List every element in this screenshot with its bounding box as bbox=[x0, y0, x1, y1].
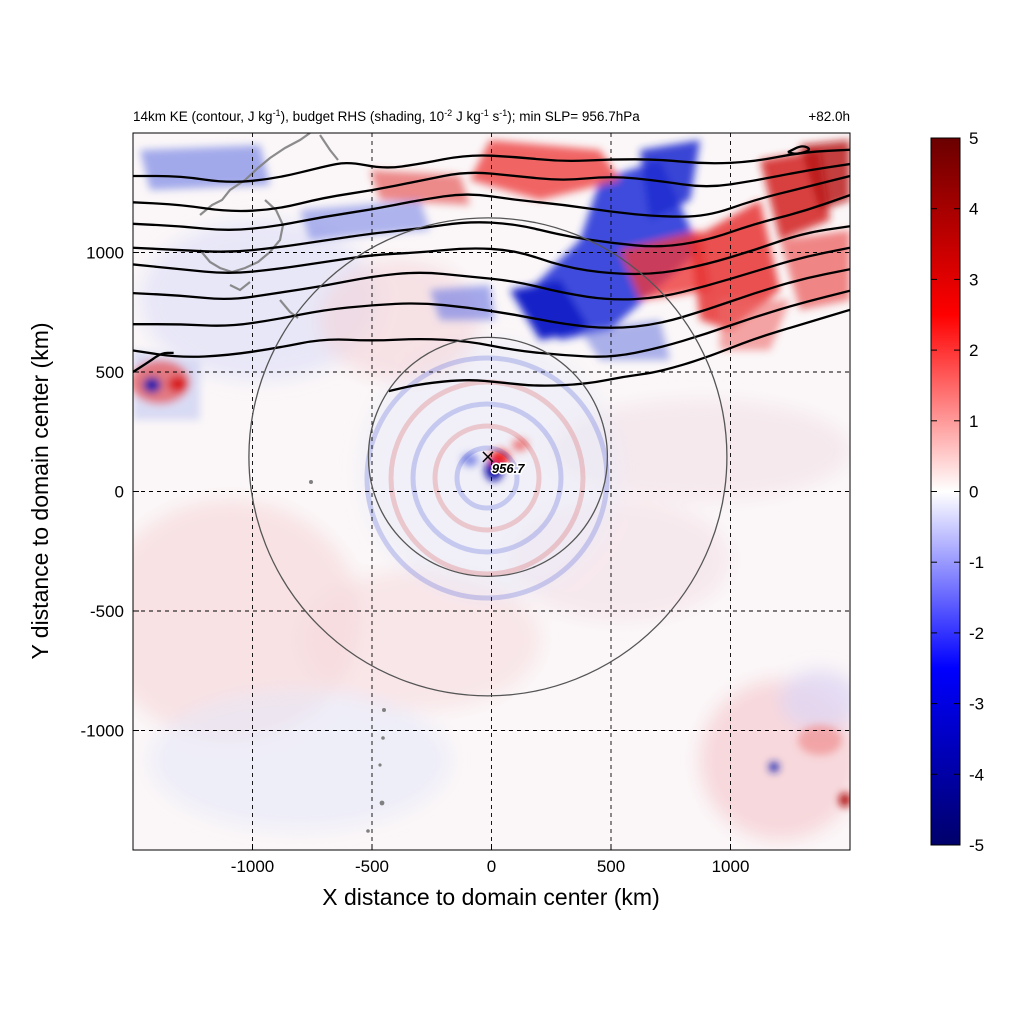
center-marker: 956.7 bbox=[482, 451, 527, 477]
min-slp-label: 956.7 bbox=[492, 461, 525, 476]
title-superscript: -1 bbox=[499, 108, 508, 118]
y-tick-label: -500 bbox=[90, 602, 124, 621]
ke-contour-line bbox=[787, 145, 811, 155]
x-tick-label: 1000 bbox=[712, 857, 750, 876]
title-superscript: -1 bbox=[480, 108, 489, 118]
ke-contours bbox=[133, 145, 850, 393]
title-part: ); min SLP= 956.7hPa bbox=[507, 109, 640, 124]
marker-cross-stroke bbox=[482, 451, 494, 463]
y-tick-label: 500 bbox=[96, 363, 124, 382]
ke-contour-line bbox=[133, 225, 850, 276]
x-tick-label: 0 bbox=[487, 857, 496, 876]
y-tick-label: 1000 bbox=[86, 244, 124, 263]
title-superscript: -2 bbox=[444, 108, 453, 118]
ke-contour-line bbox=[133, 148, 850, 183]
ke-contour-line bbox=[133, 268, 850, 329]
ke-contour-line bbox=[133, 246, 850, 301]
colorbar-tick-label: -5 bbox=[969, 836, 984, 855]
chart-title: 14km KE (contour, J kg-1), budget RHS (s… bbox=[133, 108, 640, 125]
ke-contour-line bbox=[133, 174, 850, 231]
title-part: J kg bbox=[452, 109, 481, 124]
title-part: 14km KE (contour, J kg bbox=[133, 109, 273, 124]
colorbar-tick-label: -2 bbox=[969, 624, 984, 643]
x-tick-label: 500 bbox=[597, 857, 625, 876]
y-axis-ticks: -1000 -500 0 500 1000 bbox=[81, 244, 139, 741]
ke-contour-line bbox=[388, 308, 850, 393]
colorbar-tick-label: -4 bbox=[969, 765, 984, 784]
colorbar: 5 4 3 2 1 0 -1 -2 -3 -4 -5 bbox=[930, 129, 984, 855]
radius-circles bbox=[248, 217, 728, 697]
colorbar-tick-label: 4 bbox=[969, 200, 978, 219]
ke-contour-line bbox=[133, 351, 174, 373]
y-tick-label: 0 bbox=[115, 483, 124, 502]
colorbar-tick-label: 0 bbox=[969, 483, 978, 502]
colorbar-ticks: 5 4 3 2 1 0 -1 -2 -3 -4 -5 bbox=[931, 129, 984, 855]
title-part: ), budget RHS (shading, 10 bbox=[280, 109, 445, 124]
title-part: s bbox=[488, 109, 500, 124]
colorbar-tick-label: 3 bbox=[969, 270, 978, 289]
y-axis-title: Y distance to domain center (km) bbox=[27, 322, 53, 659]
radius-circle bbox=[367, 336, 609, 577]
forecast-time-label: +82.0h bbox=[808, 109, 850, 124]
colorbar-tick-label: -1 bbox=[969, 553, 984, 572]
colorbar-tick-label: 5 bbox=[969, 129, 978, 148]
title-superscript: -1 bbox=[272, 108, 281, 118]
colorbar-tick-label: 2 bbox=[969, 341, 978, 360]
ke-contour-line bbox=[133, 289, 850, 358]
x-axis-ticks: -1000 -500 0 500 1000 bbox=[231, 844, 750, 876]
ke-contour-line bbox=[133, 162, 850, 213]
x-axis-title: X distance to domain center (km) bbox=[322, 884, 659, 910]
radius-circle bbox=[248, 217, 728, 697]
center-marker-cross-icon bbox=[482, 451, 494, 463]
x-tick-label: -500 bbox=[355, 857, 389, 876]
ke-contour-line bbox=[133, 194, 850, 253]
y-tick-label: -1000 bbox=[81, 722, 124, 741]
x-tick-label: -1000 bbox=[231, 857, 274, 876]
colorbar-tick-label: 1 bbox=[969, 412, 978, 431]
colorbar-tick-label: -3 bbox=[969, 695, 984, 714]
rhs-shading-field bbox=[133, 133, 850, 850]
